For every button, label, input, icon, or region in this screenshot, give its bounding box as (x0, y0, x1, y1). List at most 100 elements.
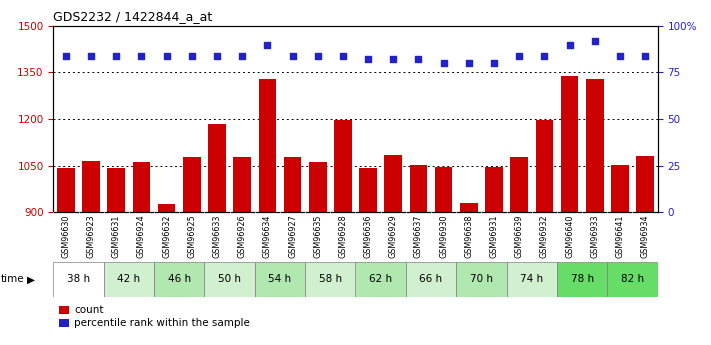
Point (539, 53, 550, 58)
Text: 38 h: 38 h (67, 275, 90, 284)
Point (161, 53, 172, 58)
Bar (233, 157, 251, 212)
Point (312, 53, 324, 58)
Text: GSM96932: GSM96932 (540, 215, 549, 258)
Point (589, 38, 600, 43)
Bar (410, 165, 427, 212)
Point (237, 53, 248, 58)
Bar (510, 157, 528, 212)
Point (363, 57, 374, 62)
Point (639, 53, 651, 58)
Text: GSM96636: GSM96636 (363, 215, 373, 258)
Text: GSM96639: GSM96639 (515, 215, 524, 258)
Bar (208, 124, 226, 212)
Point (387, 57, 399, 62)
Point (186, 53, 198, 58)
Point (136, 53, 147, 58)
Bar (82, 161, 100, 212)
Text: GSM96633: GSM96633 (213, 215, 222, 258)
Text: GSM96641: GSM96641 (616, 215, 624, 258)
Legend: count, percentile rank within the sample: count, percentile rank within the sample (58, 305, 250, 328)
Bar (586, 79, 604, 212)
Text: GSM96927: GSM96927 (288, 215, 297, 258)
Bar (356, 262, 406, 297)
Text: 82 h: 82 h (621, 275, 644, 284)
Bar (334, 120, 352, 212)
Text: 66 h: 66 h (419, 275, 443, 284)
Text: GSM96925: GSM96925 (187, 215, 196, 258)
Bar (107, 168, 125, 212)
Point (488, 60, 500, 66)
Point (413, 57, 424, 62)
Bar (53, 262, 104, 297)
Point (438, 60, 449, 66)
Point (211, 53, 223, 58)
Text: GSM96928: GSM96928 (338, 215, 348, 258)
Point (111, 53, 122, 58)
Bar (255, 262, 305, 297)
Bar (104, 262, 154, 297)
Text: 46 h: 46 h (168, 275, 191, 284)
Text: 42 h: 42 h (117, 275, 141, 284)
Point (262, 42, 273, 47)
Text: GSM96933: GSM96933 (590, 215, 599, 258)
Text: GSM96637: GSM96637 (414, 215, 423, 258)
Bar (154, 262, 205, 297)
Bar (561, 76, 578, 212)
Bar (557, 262, 607, 297)
Point (337, 53, 348, 58)
Bar (435, 167, 452, 212)
Bar (535, 120, 553, 212)
Bar (305, 262, 356, 297)
Point (85, 53, 97, 58)
Bar (205, 262, 255, 297)
Text: 58 h: 58 h (319, 275, 342, 284)
Bar (133, 162, 150, 212)
Text: GSM96929: GSM96929 (389, 215, 397, 258)
Bar (636, 156, 654, 212)
Text: 78 h: 78 h (570, 275, 594, 284)
Point (60, 53, 72, 58)
Bar (359, 168, 377, 212)
Text: time: time (1, 275, 24, 284)
Text: GSM96634: GSM96634 (263, 215, 272, 258)
Text: GSM96934: GSM96934 (641, 215, 650, 258)
Text: 62 h: 62 h (369, 275, 392, 284)
Text: GSM96631: GSM96631 (112, 215, 121, 258)
Point (513, 53, 525, 58)
Bar (406, 262, 456, 297)
Text: GSM96632: GSM96632 (162, 215, 171, 258)
Bar (309, 162, 326, 212)
Text: GSM96640: GSM96640 (565, 215, 574, 258)
Point (614, 53, 626, 58)
Bar (284, 157, 301, 212)
Bar (611, 165, 629, 212)
Bar (183, 157, 201, 212)
Bar (607, 262, 658, 297)
Text: 54 h: 54 h (268, 275, 292, 284)
Text: 70 h: 70 h (470, 275, 493, 284)
Bar (158, 204, 176, 212)
Text: GSM96635: GSM96635 (314, 215, 322, 258)
Text: GSM96930: GSM96930 (439, 215, 448, 258)
Bar (456, 262, 506, 297)
Point (564, 42, 575, 47)
Text: GSM96931: GSM96931 (489, 215, 498, 258)
Bar (460, 203, 478, 212)
Bar (385, 155, 402, 212)
Text: 50 h: 50 h (218, 275, 241, 284)
Point (463, 60, 474, 66)
Text: GDS2232 / 1422844_a_at: GDS2232 / 1422844_a_at (53, 10, 213, 23)
Bar (506, 262, 557, 297)
Text: GSM96630: GSM96630 (61, 215, 70, 258)
Bar (259, 79, 276, 212)
Text: GSM96924: GSM96924 (137, 215, 146, 258)
Text: 74 h: 74 h (520, 275, 543, 284)
Text: GSM96926: GSM96926 (237, 215, 247, 258)
Text: GSM96638: GSM96638 (464, 215, 474, 258)
Text: ▶: ▶ (27, 275, 35, 284)
Bar (485, 167, 503, 212)
Bar (57, 168, 75, 212)
Text: GSM96923: GSM96923 (87, 215, 95, 258)
Point (287, 53, 298, 58)
